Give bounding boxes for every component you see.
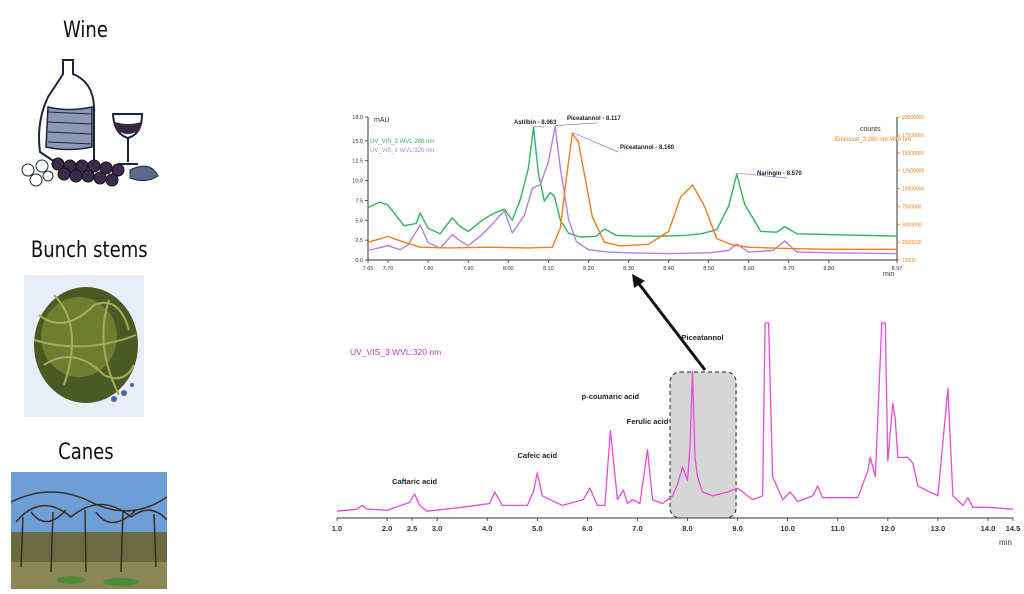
top-peak-annotations: Astilbin - 8.063 Piceatannol - 8.117 Picea… <box>514 116 802 179</box>
peak-label: Caftaric acid <box>392 477 437 486</box>
bottom-x-axis-label: min <box>999 538 1012 547</box>
sample-title-wine: Wine <box>62 18 108 43</box>
top-y2-tick-label: 15000000 <box>902 151 924 157</box>
top-x-tick-label: 8.00 <box>503 266 514 272</box>
peak-label: Ferulic acid <box>627 417 669 426</box>
top-x-axis-label: min <box>883 271 894 278</box>
bottom-x-tick-label: 11.0 <box>831 524 845 533</box>
bottom-x-tick-label: 8.0 <box>682 524 692 533</box>
grape-stems-photo <box>24 275 144 417</box>
bottom-x-tick-label: 14.0 <box>981 524 996 533</box>
top-y-tick-label: 15.0 <box>352 139 363 145</box>
peak-label: Piceatannol <box>681 333 723 342</box>
top-x-tick-label: 8.10 <box>543 266 554 272</box>
top-y2-tick-label: 7500000 <box>902 204 922 210</box>
top-y-tick-label: 2.5 <box>355 238 363 244</box>
zoom-arrow-head <box>632 274 645 288</box>
top-y2-ticks: 10000 2500000 5000000 7500000 10000000 125000… <box>897 115 924 264</box>
sample-title-bunch-stems: Bunch stems <box>30 238 148 263</box>
bottom-series-label: UV_VIS_3 WVL:320 nm <box>350 347 441 357</box>
bottom-x-tick-label: 6.0 <box>582 524 592 533</box>
top-x-tick-label: 7.70 <box>383 266 394 272</box>
top-y2-tick-label: 2500000 <box>902 240 922 246</box>
top-x-tick-label: 8.40 <box>663 266 674 272</box>
annotation-leader <box>533 125 545 128</box>
top-x-ticks: 7.65 7.70 7.80 7.90 8.00 8.10 8.20 8.30 8.40 8.50… <box>363 260 903 272</box>
bottom-x-tick-label: 13.0 <box>931 524 946 533</box>
top-x-tick-label: 7.90 <box>463 266 474 272</box>
top-y-axis-label: mAU <box>374 117 390 124</box>
sample-title-canes: Canes <box>58 440 114 465</box>
top-x-tick-label: 8.20 <box>583 266 594 272</box>
bottom-x-tick-label: 2.5 <box>407 524 417 533</box>
peak-annotation: Piceatannol - 8.117 <box>567 116 621 122</box>
annotation-leader <box>572 132 619 153</box>
legend-emission: Emission_3 280 nm /400 nm <box>835 137 911 143</box>
zoom-arrow <box>634 279 707 371</box>
bottom-x-tick-label: 1.0 <box>332 524 342 533</box>
top-x-tick-label: 8.97 <box>892 266 903 272</box>
top-y-tick-label: 5.0 <box>355 218 363 224</box>
bottom-x-tick-label: 12.0 <box>881 524 896 533</box>
top-x-tick-label: 8.60 <box>743 266 754 272</box>
peak-label: p-coumaric acid <box>582 392 640 401</box>
top-y-tick-label: 18.0 <box>352 115 363 121</box>
peak-label: Cafeic acid <box>517 451 557 460</box>
peak-annotation: Astilbin - 8.063 <box>514 120 557 126</box>
annotation-leader <box>555 122 598 126</box>
bottom-x-tick-label: 9.0 <box>732 524 742 533</box>
bottom-x-tick-label: 14.5 <box>1006 524 1021 533</box>
zoom-highlight-box <box>669 371 737 519</box>
top-series-lines <box>367 125 898 255</box>
top-y2-tick-label: 12500000 <box>902 169 924 175</box>
bottom-x-tick-label: 2.0 <box>382 524 392 533</box>
bottom-x-ticks: 1.0 2.0 2.5 3.0 4.0 5.0 6.0 7.0 8.0 9.0 10.0 11.0 12… <box>332 518 1021 533</box>
wine-bottle-illustration <box>18 52 168 192</box>
top-y2-tick-label: 17500000 <box>902 133 924 139</box>
top-y-tick-label: 10.0 <box>352 179 363 185</box>
bottom-peak-labels: Caftaric acid Cafeic acid p-coumaric acid F… <box>392 333 723 486</box>
bottom-x-tick-label: 5.0 <box>532 524 542 533</box>
top-y2-tick-label: 10000000 <box>902 187 924 193</box>
top-x-tick-label: 8.50 <box>703 266 714 272</box>
top-chromatogram: 0.0 2.5 5.0 7.5 10.0 12.5 15.0 18.0 10000 250000… <box>352 115 924 278</box>
peak-annotation: Naringin - 8.570 <box>757 171 802 177</box>
vineyard-canes-photo <box>10 472 168 589</box>
top-series-line-emission <box>367 132 897 251</box>
bottom-x-tick-label: 3.0 <box>432 524 442 533</box>
top-x-tick-label: 8.80 <box>824 266 835 272</box>
top-series-line-uv280 <box>367 126 898 238</box>
top-y2-axis-label: counts <box>860 126 881 133</box>
legend-uv320: UV_VIS_3 WVL:320 nm <box>370 148 434 154</box>
bottom-chromatogram: 1.0 2.0 2.5 3.0 4.0 5.0 6.0 7.0 8.0 9.0 10.0 11.0 12… <box>332 322 1021 547</box>
top-x-tick-label: 7.80 <box>423 266 434 272</box>
bottom-x-tick-label: 10.0 <box>780 524 795 533</box>
top-x-tick-label: 7.65 <box>363 266 374 272</box>
top-y2-tick-label: 10000 <box>902 258 916 264</box>
bottom-x-tick-label: 7.0 <box>632 524 642 533</box>
bottom-series-line <box>336 322 1014 512</box>
bottom-series-lines <box>336 322 1014 512</box>
bottom-x-tick-label: 4.0 <box>482 524 492 533</box>
top-y-tick-label: 7.5 <box>355 198 363 204</box>
peak-annotation: Piceatannol - 8.160 <box>620 145 675 151</box>
top-x-tick-label: 8.70 <box>783 266 794 272</box>
top-y-ticks: 0.0 2.5 5.0 7.5 10.0 12.5 15.0 18.0 <box>352 115 368 264</box>
annotation-leader <box>736 172 788 179</box>
top-y2-tick-label: 20000000 <box>902 115 924 121</box>
top-y-tick-label: 0.0 <box>355 258 363 264</box>
top-y2-tick-label: 5000000 <box>902 222 922 228</box>
legend-uv280: UV_VIS_3 WVL:280 nm <box>370 139 434 145</box>
top-x-tick-label: 8.30 <box>623 266 634 272</box>
top-y-tick-label: 12.5 <box>352 159 363 165</box>
